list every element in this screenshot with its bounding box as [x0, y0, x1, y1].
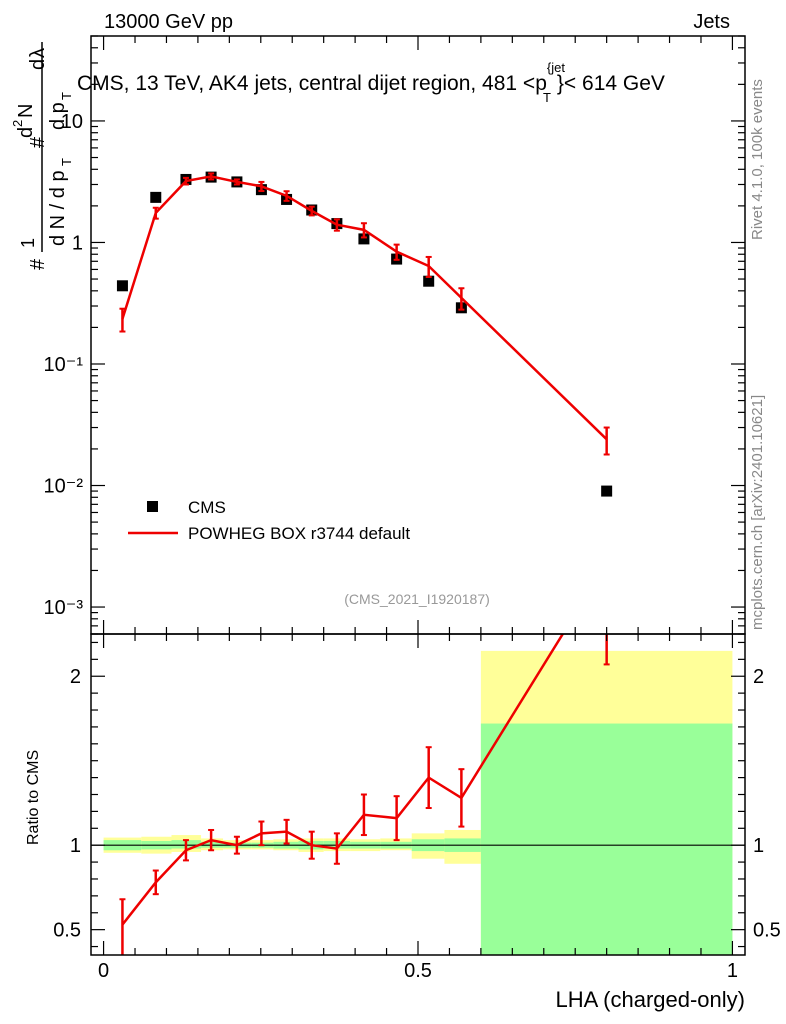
svg-text:#: # — [27, 258, 49, 270]
plot-title-end: }< 614 GeV — [557, 72, 665, 95]
cms-point — [423, 275, 435, 287]
x-axis-title: LHA (charged-only) — [555, 987, 745, 1012]
main-plot-area — [116, 171, 613, 497]
ratio-line — [121, 634, 565, 926]
plot-title-main: CMS, 13 TeV, AK4 jets, central dijet reg… — [77, 72, 547, 95]
legend: CMS POWHEG BOX r3744 default — [128, 498, 410, 543]
svg-text:d: d — [15, 127, 37, 138]
cms-point — [358, 233, 370, 245]
ratio-y-tick-label: 0.5 — [53, 920, 81, 942]
svg-text:#: # — [27, 136, 49, 148]
cms-point — [150, 191, 162, 203]
svg-text:T: T — [59, 158, 74, 166]
ratio-y-axis-title: Ratio to CMS — [25, 750, 42, 845]
mcplots-label: mcplots.cern.ch [arXiv:2401.10621] — [749, 395, 766, 630]
svg-text:d p: d p — [47, 102, 69, 130]
cms-point — [601, 485, 613, 497]
y-tick-label: 10⁻³ — [44, 597, 84, 619]
mc-line — [121, 175, 608, 441]
analysis-id: (CMS_2021_I1920187) — [344, 591, 490, 607]
legend-label-mc: POWHEG BOX r3744 default — [188, 524, 410, 543]
axes: 10⁻³ 10⁻² 10⁻¹ 1 10 0.5 0.5 1 1 2 2 0 0.5 1 — [44, 35, 781, 982]
cms-point — [116, 280, 128, 292]
svg-text:d: d — [27, 59, 49, 70]
legend-marker-cms — [147, 501, 158, 512]
ratio-y-tick-label-right: 1 — [753, 835, 764, 857]
ratio-y-tick-label-right: 0.5 — [753, 920, 781, 942]
header-left: 13000 GeV pp — [104, 11, 233, 33]
ratio-y-tick-label-right: 2 — [753, 666, 764, 688]
ratio-plot-area — [91, 634, 745, 955]
svg-text:λ: λ — [27, 48, 49, 58]
y-tick-label: 1 — [72, 232, 83, 254]
x-tick-label: 0.5 — [404, 960, 432, 982]
main-frame — [90, 35, 746, 635]
svg-text:1: 1 — [18, 238, 38, 248]
x-tick-label: 0 — [98, 960, 109, 982]
y-tick-label: 10⁻² — [44, 476, 84, 498]
header-right: Jets — [693, 11, 730, 33]
plot-title-sub: T — [543, 90, 551, 105]
legend-label-cms: CMS — [188, 498, 226, 517]
x-tick-label: 1 — [727, 960, 738, 982]
y-tick-label: 10⁻¹ — [44, 354, 84, 376]
y-tick-label: 10 — [61, 111, 83, 133]
svg-text:N: N — [15, 104, 37, 118]
plot-title: CMS, 13 TeV, AK4 jets, central dijet reg… — [77, 60, 665, 105]
plot-title-sup: {jet — [547, 60, 565, 75]
svg-text:d N / d p: d N / d p — [47, 170, 69, 246]
main-y-axis-title: # 1 d N / d p T # d 2 N d p T d λ — [10, 42, 74, 270]
svg-text:T: T — [59, 92, 74, 100]
svg-text:2: 2 — [10, 120, 25, 127]
ratio-bands — [103, 650, 733, 955]
ratio-y-tick-label: 2 — [70, 666, 81, 688]
band-inner — [480, 723, 733, 955]
ratio-y-tick-label: 1 — [70, 835, 81, 857]
rivet-label: Rivet 4.1.0, 100k events — [749, 79, 766, 240]
